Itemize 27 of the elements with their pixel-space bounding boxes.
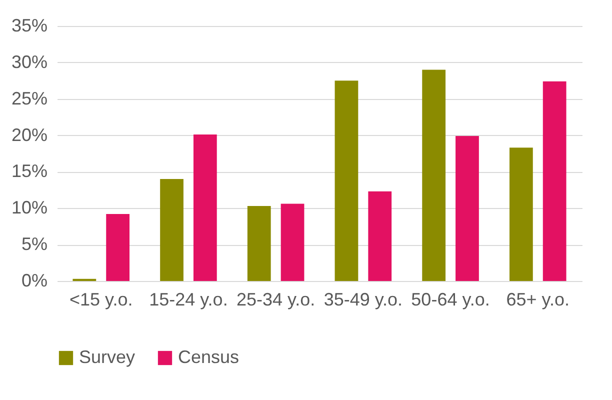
y-tick-label: 30%: [11, 52, 48, 72]
x-tick-label: 15-24 y.o.: [149, 290, 228, 310]
bar: [509, 148, 533, 281]
y-tick-label: 20%: [11, 124, 48, 145]
bar: [334, 80, 358, 281]
bar: [542, 81, 566, 281]
x-tick-label: 25-34 y.o.: [236, 290, 316, 310]
y-tick-label: 25%: [11, 88, 48, 108]
bar: [280, 204, 304, 281]
bar: [368, 191, 392, 281]
bar: [247, 206, 271, 281]
y-tick-label: 15%: [11, 161, 48, 182]
y-tick-label: 0%: [21, 270, 48, 290]
y-tick-label: 10%: [11, 198, 48, 218]
bar: [193, 134, 217, 281]
bar: [106, 214, 130, 281]
bar: [456, 136, 479, 281]
x-tick-label: 65+ y.o.: [506, 290, 570, 310]
legend-label: Census: [178, 347, 240, 367]
bar: [160, 179, 184, 281]
y-tick-label: 35%: [11, 16, 48, 36]
x-tick-label: 35-49 y.o.: [324, 290, 403, 310]
legend-label: Survey: [79, 347, 136, 367]
bar: [422, 70, 446, 281]
y-tick-label: 5%: [21, 234, 48, 254]
x-tick-label: 50-64 y.o.: [411, 290, 490, 310]
x-tick-label: <15 y.o.: [70, 290, 133, 310]
